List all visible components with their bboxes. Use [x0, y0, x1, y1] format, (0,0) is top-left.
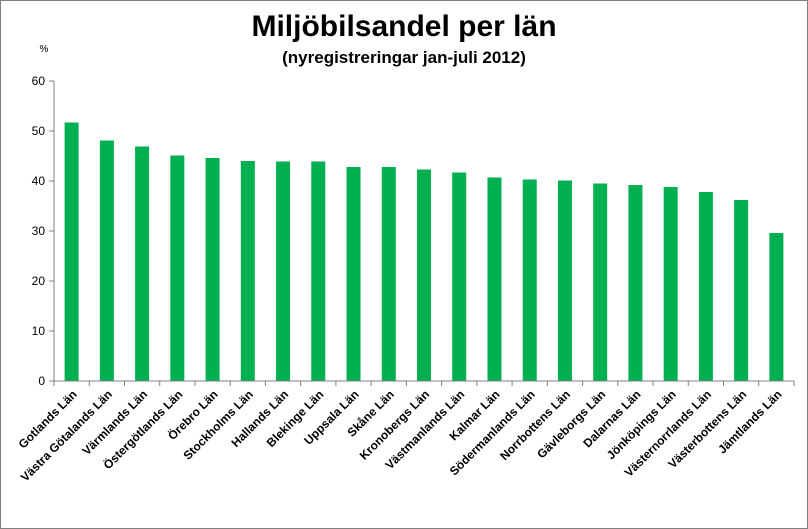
bar: [628, 185, 643, 381]
bar: [99, 140, 114, 381]
bar: [64, 122, 79, 381]
bar: [593, 183, 608, 381]
bar: [381, 167, 396, 381]
bar: [522, 179, 537, 381]
bar: [240, 161, 255, 381]
bar: [698, 192, 713, 381]
bar: [734, 200, 749, 381]
bar: [452, 172, 467, 381]
y-tick-label: 0: [38, 374, 45, 388]
bar: [417, 169, 431, 381]
bar: [170, 155, 185, 381]
y-tick-label: 40: [32, 174, 46, 188]
bar: [487, 177, 502, 381]
bar: [769, 233, 784, 381]
y-axis-ticks: 0 10 20 30 40 50 60: [32, 74, 54, 388]
bar: [205, 158, 220, 381]
y-tick-label: 60: [32, 74, 46, 88]
bar: [311, 161, 326, 381]
y-tick-label: 30: [32, 224, 46, 238]
bar: [135, 146, 150, 381]
chart-subtitle: (nyregistreringar jan-juli 2012): [282, 48, 526, 67]
y-tick-label: 20: [32, 274, 46, 288]
x-tick-label: Jämtlands Län: [715, 387, 784, 456]
bar: [346, 167, 361, 381]
bar: [663, 187, 678, 381]
y-axis-unit-label: %: [40, 44, 49, 55]
y-tick-label: 10: [32, 324, 46, 338]
chart-title: Miljöbilsandel per län: [251, 10, 556, 43]
bar: [276, 161, 291, 381]
bar: [557, 180, 572, 381]
bar-series: [64, 122, 784, 381]
y-tick-label: 50: [32, 124, 46, 138]
